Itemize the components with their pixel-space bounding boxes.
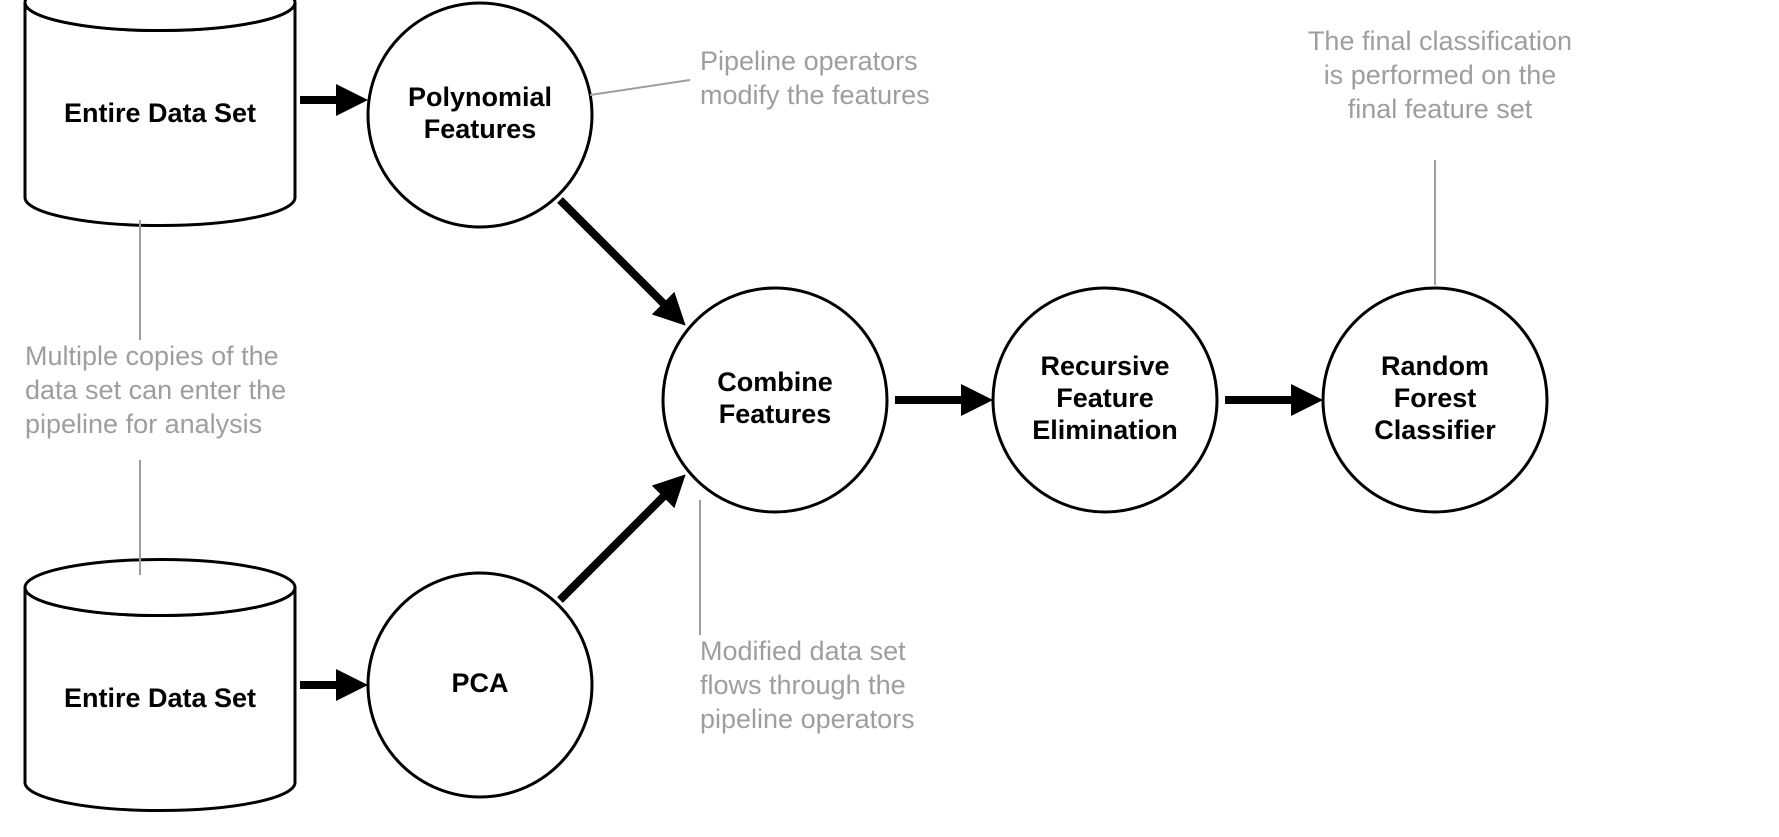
cylinder-dataset2: Entire Data Set [25, 560, 295, 811]
circle-label-pca: PCA [451, 668, 508, 698]
circle-rfc: RandomForestClassifier [1323, 288, 1547, 512]
circle-poly: PolynomialFeatures [368, 3, 592, 227]
annotation-final_classification: The final classificationis performed on … [1308, 26, 1572, 124]
annotation-multiple_copies: Multiple copies of thedata set can enter… [25, 341, 286, 439]
annotation-connector-pipeline_operators-0 [590, 80, 690, 95]
edge-3 [560, 480, 680, 600]
cylinder-label-dataset2: Entire Data Set [64, 683, 256, 713]
cylinder-label-dataset1: Entire Data Set [64, 98, 256, 128]
annotation-pipeline_operators: Pipeline operatorsmodify the features [700, 46, 930, 110]
edge-2 [560, 200, 680, 320]
circle-pca: PCA [368, 573, 592, 797]
cylinder-dataset1: Entire Data Set [25, 0, 295, 226]
circle-combine: CombineFeatures [663, 288, 887, 512]
annotation-modified_data: Modified data setflows through thepipeli… [700, 636, 915, 734]
circle-rfe: RecursiveFeatureElimination [993, 288, 1217, 512]
pipeline-diagram: Entire Data Set Entire Data Set Polynomial… [0, 0, 1779, 837]
